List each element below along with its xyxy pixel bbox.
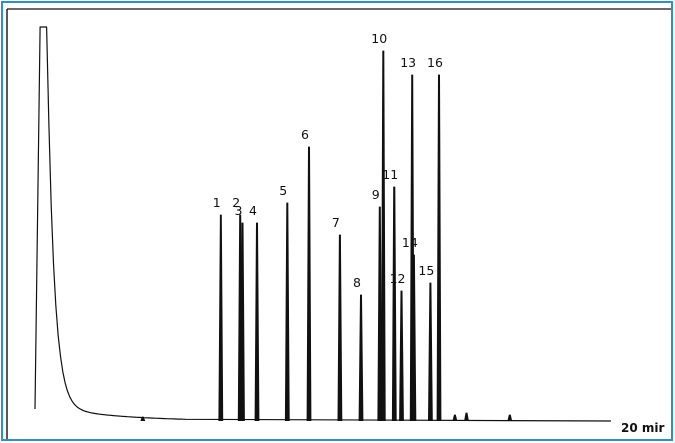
peak-16 bbox=[436, 74, 442, 422]
minor-peak-4 bbox=[507, 414, 513, 422]
peak-11 bbox=[391, 186, 397, 422]
peak-14 bbox=[411, 254, 417, 422]
peak-label-6: 6 bbox=[301, 127, 309, 142]
minor-peak-2 bbox=[452, 414, 458, 422]
peak-label-11: 11 bbox=[382, 167, 398, 182]
peak-label-14: 14 bbox=[402, 235, 418, 250]
peak-label-9: 9 bbox=[372, 187, 380, 202]
peak-label-4: 4 bbox=[249, 203, 257, 218]
peak-label-8: 8 bbox=[353, 275, 361, 290]
peak-6 bbox=[306, 146, 312, 422]
peak-10 bbox=[380, 50, 386, 422]
peak-label-1: 1 bbox=[213, 195, 221, 210]
peak-3 bbox=[240, 222, 245, 422]
time-axis-end-label: 20 mir bbox=[621, 421, 664, 435]
peak-1 bbox=[218, 214, 224, 422]
peak-label-10: 10 bbox=[371, 31, 387, 46]
peak-label-7: 7 bbox=[332, 215, 340, 230]
peak-7 bbox=[337, 234, 343, 422]
peak-12 bbox=[399, 290, 404, 422]
peak-label-5: 5 bbox=[279, 183, 287, 198]
peak-label-16: 16 bbox=[427, 55, 443, 70]
chromatogram-trace bbox=[34, 26, 612, 422]
peak-label-12: 12 bbox=[390, 271, 406, 286]
peak-label-13: 13 bbox=[400, 55, 416, 70]
peak-8 bbox=[358, 294, 364, 422]
minor-peak-3 bbox=[464, 412, 469, 422]
peak-marks bbox=[140, 50, 513, 422]
minor-peak-1 bbox=[140, 416, 146, 422]
peak-label-2: 2 bbox=[232, 195, 240, 210]
peak-label-15: 15 bbox=[418, 263, 434, 278]
peak-9 bbox=[377, 206, 383, 422]
peak-4 bbox=[254, 222, 260, 422]
peak-5 bbox=[284, 202, 290, 422]
peak-15 bbox=[428, 282, 433, 422]
peak-label-3: 3 bbox=[235, 203, 243, 218]
